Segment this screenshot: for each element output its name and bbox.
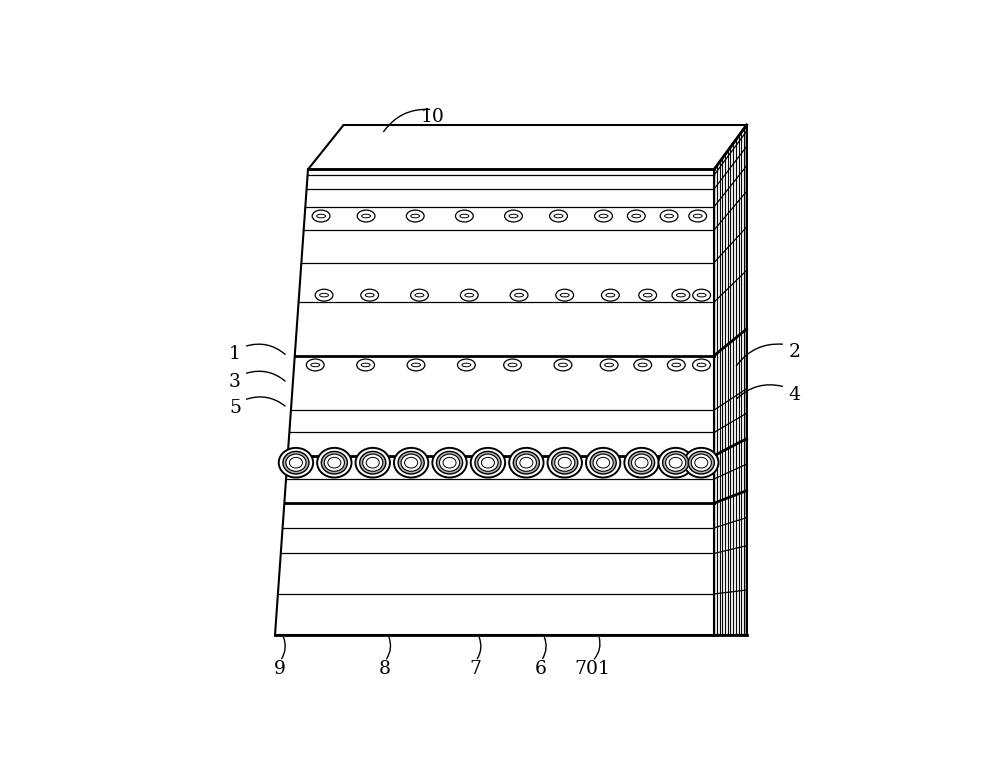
- Text: 3: 3: [229, 373, 241, 390]
- Text: 7: 7: [470, 660, 482, 678]
- Ellipse shape: [693, 359, 710, 371]
- Ellipse shape: [634, 359, 652, 371]
- Ellipse shape: [366, 457, 379, 468]
- Text: 9: 9: [274, 660, 286, 678]
- Ellipse shape: [688, 451, 714, 474]
- Ellipse shape: [455, 210, 473, 222]
- Text: 8: 8: [379, 660, 391, 678]
- Ellipse shape: [658, 448, 693, 477]
- Ellipse shape: [672, 290, 690, 301]
- Ellipse shape: [398, 451, 424, 474]
- Ellipse shape: [361, 290, 379, 301]
- Ellipse shape: [328, 457, 341, 468]
- Ellipse shape: [555, 454, 575, 471]
- Ellipse shape: [283, 451, 309, 474]
- Ellipse shape: [505, 210, 522, 222]
- Ellipse shape: [432, 448, 467, 477]
- Ellipse shape: [552, 451, 578, 474]
- Ellipse shape: [595, 210, 612, 222]
- Polygon shape: [714, 125, 747, 635]
- Ellipse shape: [504, 359, 521, 371]
- Ellipse shape: [558, 457, 571, 468]
- Ellipse shape: [357, 210, 375, 222]
- Ellipse shape: [639, 290, 657, 301]
- Ellipse shape: [597, 457, 610, 468]
- Ellipse shape: [516, 454, 536, 471]
- Ellipse shape: [407, 359, 425, 371]
- Text: 4: 4: [788, 386, 800, 403]
- Text: 6: 6: [535, 660, 547, 678]
- Ellipse shape: [478, 454, 498, 471]
- Ellipse shape: [510, 290, 528, 301]
- Ellipse shape: [601, 290, 619, 301]
- Ellipse shape: [481, 457, 494, 468]
- Ellipse shape: [586, 448, 620, 477]
- Ellipse shape: [356, 448, 390, 477]
- Polygon shape: [308, 125, 747, 169]
- Ellipse shape: [666, 454, 686, 471]
- Ellipse shape: [360, 451, 386, 474]
- Ellipse shape: [357, 359, 375, 371]
- Ellipse shape: [406, 210, 424, 222]
- Ellipse shape: [593, 454, 613, 471]
- Ellipse shape: [624, 448, 659, 477]
- Ellipse shape: [363, 454, 383, 471]
- Ellipse shape: [635, 457, 648, 468]
- Ellipse shape: [627, 210, 645, 222]
- Ellipse shape: [439, 454, 460, 471]
- Ellipse shape: [460, 290, 478, 301]
- Ellipse shape: [324, 454, 344, 471]
- Ellipse shape: [669, 457, 682, 468]
- Ellipse shape: [315, 290, 333, 301]
- Ellipse shape: [411, 290, 428, 301]
- Ellipse shape: [631, 454, 652, 471]
- Ellipse shape: [394, 448, 428, 477]
- Ellipse shape: [443, 457, 456, 468]
- Ellipse shape: [550, 210, 567, 222]
- Ellipse shape: [548, 448, 582, 477]
- Ellipse shape: [691, 454, 711, 471]
- Ellipse shape: [663, 451, 689, 474]
- Text: 1: 1: [229, 346, 241, 363]
- Ellipse shape: [695, 457, 708, 468]
- Ellipse shape: [509, 448, 544, 477]
- Ellipse shape: [279, 448, 313, 477]
- Ellipse shape: [684, 448, 718, 477]
- Polygon shape: [275, 169, 714, 635]
- Ellipse shape: [629, 451, 655, 474]
- Ellipse shape: [306, 359, 324, 371]
- Text: 2: 2: [788, 343, 800, 361]
- Ellipse shape: [590, 451, 616, 474]
- Ellipse shape: [475, 451, 501, 474]
- Ellipse shape: [321, 451, 347, 474]
- Text: 701: 701: [575, 660, 610, 678]
- Ellipse shape: [520, 457, 533, 468]
- Ellipse shape: [471, 448, 505, 477]
- Ellipse shape: [554, 359, 572, 371]
- Ellipse shape: [660, 210, 678, 222]
- Ellipse shape: [401, 454, 421, 471]
- Ellipse shape: [437, 451, 463, 474]
- Ellipse shape: [289, 457, 302, 468]
- Ellipse shape: [667, 359, 685, 371]
- Ellipse shape: [286, 454, 306, 471]
- Ellipse shape: [457, 359, 475, 371]
- Ellipse shape: [689, 210, 707, 222]
- Ellipse shape: [600, 359, 618, 371]
- Ellipse shape: [312, 210, 330, 222]
- Ellipse shape: [317, 448, 352, 477]
- Ellipse shape: [556, 290, 574, 301]
- Ellipse shape: [405, 457, 418, 468]
- Ellipse shape: [513, 451, 539, 474]
- Text: 5: 5: [229, 399, 241, 417]
- Text: 10: 10: [421, 109, 444, 126]
- Ellipse shape: [693, 290, 711, 301]
